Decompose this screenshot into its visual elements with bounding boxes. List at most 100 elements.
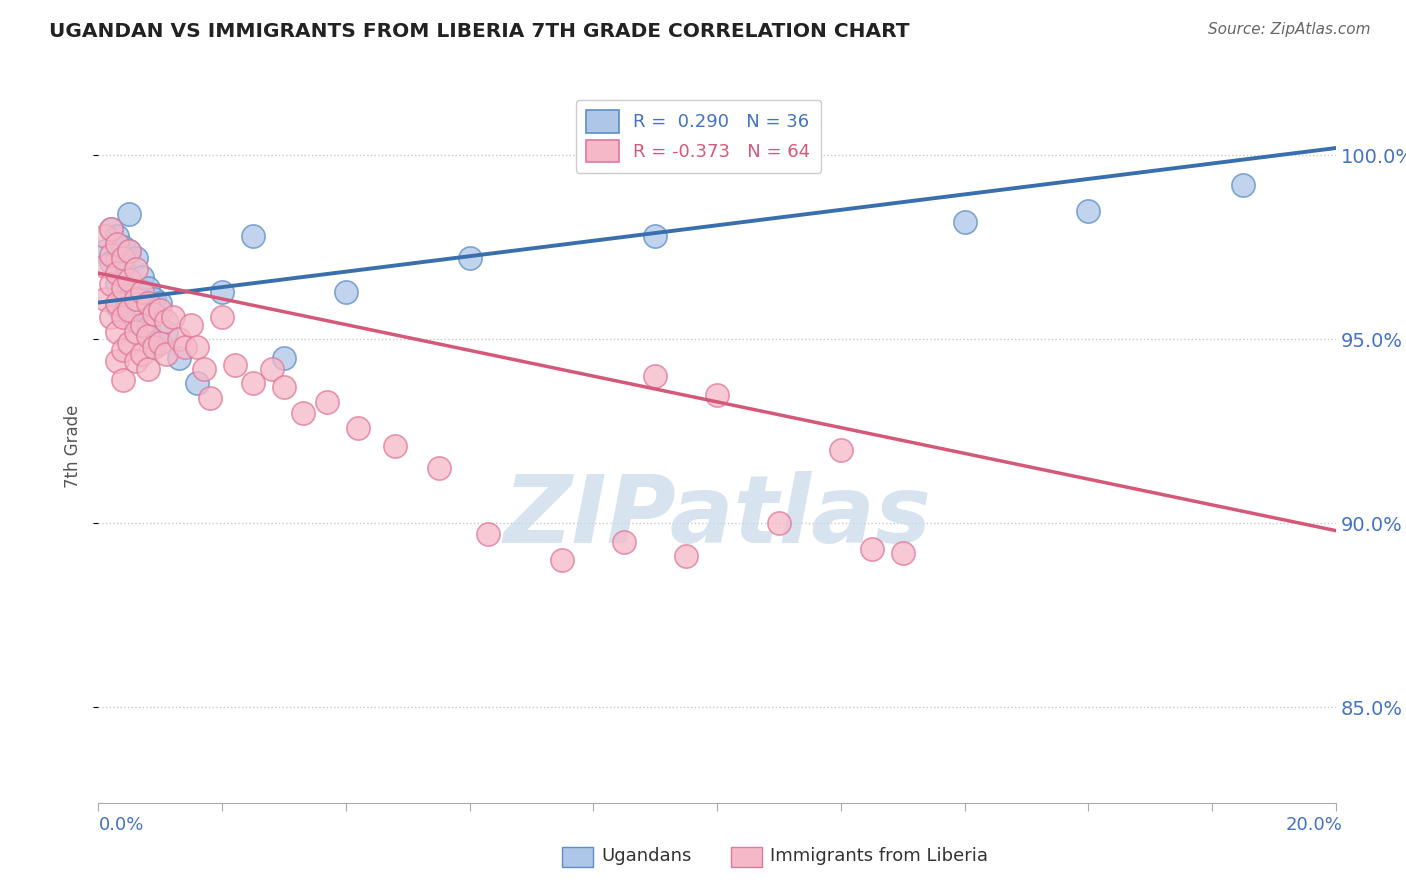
Point [143,292,166,306]
Point [768,516,790,531]
Point [162,310,184,325]
Point [124,325,146,339]
Point [118,302,141,317]
Point [193,361,215,376]
Point [93,244,115,258]
Text: 0.0%: 0.0% [98,816,143,834]
Point [105,266,128,280]
Point [93,229,115,244]
Point [180,318,202,332]
Point [100,222,122,236]
Point [100,222,122,236]
Point [105,295,128,310]
Point [118,336,141,351]
Point [112,285,135,299]
Point [149,295,172,310]
Point [149,336,172,351]
Point [136,328,159,343]
Point [105,354,128,368]
Legend: R =  0.290   N = 36, R = -0.373   N = 64: R = 0.290 N = 36, R = -0.373 N = 64 [575,100,821,172]
Point [136,281,159,295]
Point [100,255,122,269]
Point [112,307,135,321]
Point [93,292,115,306]
Point [131,347,153,361]
Point [186,376,208,391]
Point [644,229,666,244]
Point [112,373,135,387]
Point [384,439,406,453]
Point [675,549,697,564]
Point [347,420,370,434]
Point [105,299,128,313]
Point [167,351,190,365]
Point [124,262,146,277]
Point [93,259,115,273]
Y-axis label: 7th Grade: 7th Grade [63,404,82,488]
Point [427,461,450,475]
Point [186,340,208,354]
Point [860,541,883,556]
Point [105,325,128,339]
Point [124,292,146,306]
Point [131,269,153,284]
Point [260,361,283,376]
Point [112,252,135,266]
Point [155,325,177,339]
Point [136,321,159,335]
Point [112,262,135,277]
Point [706,387,728,401]
Point [131,302,153,317]
Point [830,442,852,457]
Text: UGANDAN VS IMMIGRANTS FROM LIBERIA 7TH GRADE CORRELATION CHART: UGANDAN VS IMMIGRANTS FROM LIBERIA 7TH G… [49,22,910,41]
Point [124,285,146,299]
Point [112,343,135,358]
Point [242,229,264,244]
Point [953,214,976,228]
Point [143,307,166,321]
Point [477,527,499,541]
Point [1077,203,1099,218]
Point [100,277,122,292]
Point [143,336,166,351]
Point [100,248,122,262]
Point [124,314,146,328]
Point [105,252,128,266]
Point [131,318,153,332]
Point [155,314,177,328]
Point [124,252,146,266]
Point [136,361,159,376]
Point [112,310,135,325]
Point [644,369,666,384]
Point [155,347,177,361]
Point [112,240,135,254]
Text: ZIPatlas: ZIPatlas [503,471,931,564]
Point [458,252,481,266]
Point [167,332,190,346]
Point [211,310,233,325]
Text: 20.0%: 20.0% [1286,816,1343,834]
Point [105,229,128,244]
Point [112,281,135,295]
Point [136,295,159,310]
Point [118,273,141,287]
Point [316,395,339,409]
Point [335,285,357,299]
Point [242,376,264,391]
Text: Immigrants from Liberia: Immigrants from Liberia [770,847,988,865]
Point [198,391,221,405]
Point [273,380,295,394]
Point [551,553,574,567]
Point [149,302,172,317]
Point [273,351,295,365]
Text: Source: ZipAtlas.com: Source: ZipAtlas.com [1208,22,1371,37]
Point [291,406,314,420]
Point [105,277,128,292]
Point [174,340,197,354]
Point [211,285,233,299]
Point [118,244,141,258]
Point [118,244,141,258]
Point [143,340,166,354]
Point [1232,178,1254,192]
Point [613,534,636,549]
